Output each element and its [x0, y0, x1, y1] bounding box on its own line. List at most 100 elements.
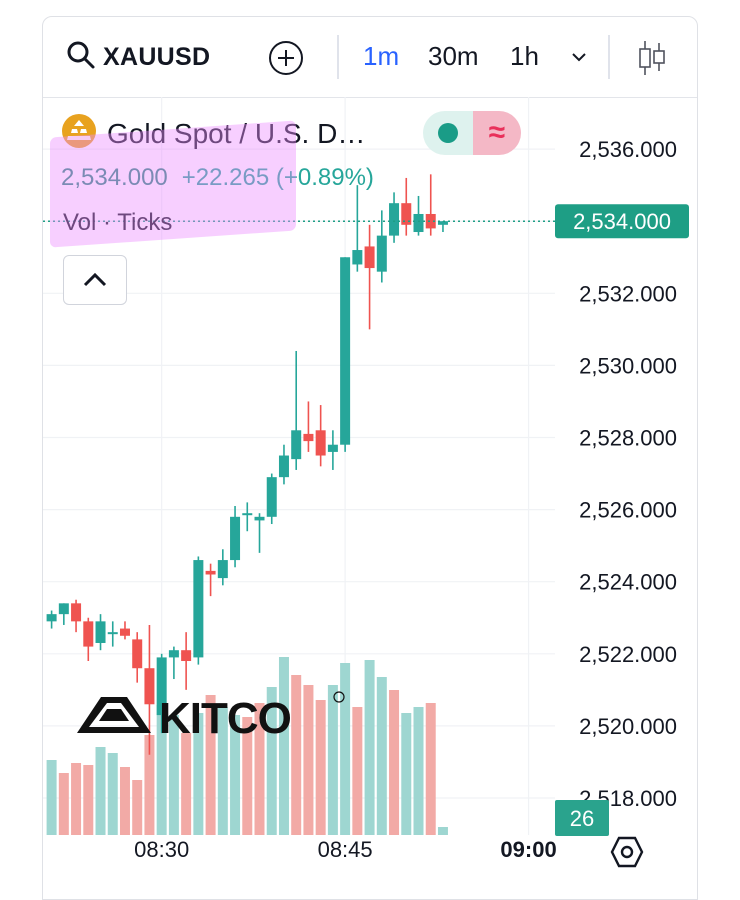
volume-bar: [119, 767, 130, 835]
volume-bar: [437, 827, 448, 835]
volume-bar: [327, 685, 338, 835]
candle-body: [107, 632, 118, 635]
candle-body: [193, 560, 204, 658]
volume-value-tag: [555, 800, 609, 836]
chart-toolbar: XAUUSD 1m 30m 1h: [43, 17, 697, 98]
candle-body: [389, 203, 400, 236]
last-price-tag: [555, 204, 689, 239]
indicator-toggle[interactable]: ≈: [423, 111, 521, 155]
candle-body: [144, 668, 155, 705]
settings-hexagon-icon: [610, 836, 644, 868]
chevron-up-icon: [83, 272, 107, 287]
volume-bar: [401, 713, 412, 835]
candle-body: [291, 430, 302, 460]
candle-body: [58, 603, 69, 615]
candle-body: [119, 628, 130, 636]
price-change-value: +22.265 (+0.89%): [181, 164, 374, 191]
y-axis-tick-label: 2,532.000: [579, 281, 677, 306]
search-icon: [65, 39, 97, 76]
volume-bar: [315, 700, 326, 835]
volume-bar: [352, 707, 363, 835]
last-price-value: 2,534.000: [61, 164, 168, 191]
candle-body: [242, 513, 253, 516]
candle-body: [230, 516, 241, 561]
candle-body: [401, 203, 412, 225]
plus-circle-icon: [269, 41, 303, 75]
y-axis-tick-label: 2,526.000: [579, 498, 677, 523]
volume-bar: [376, 677, 387, 835]
volume-bar: [278, 657, 289, 835]
volume-bar: [217, 707, 228, 835]
candle-body: [205, 570, 216, 575]
timeframe-30m[interactable]: 30m: [428, 41, 479, 71]
volume-bar: [144, 735, 155, 835]
y-axis-tick-label: 2,530.000: [579, 353, 677, 378]
volume-bar: [425, 703, 436, 835]
volume-value-label: 26: [570, 806, 594, 831]
candle-body: [217, 560, 228, 579]
candle-body: [266, 477, 277, 517]
approx-icon: ≈: [473, 111, 521, 155]
symbol-label: XAUUSD: [103, 43, 211, 71]
volume-bar: [58, 773, 69, 835]
candle-body: [315, 430, 326, 456]
toolbar-divider: [337, 35, 339, 79]
dot-icon: [438, 123, 458, 143]
candle-body: [425, 213, 436, 229]
watermark-text: KITCO: [159, 694, 291, 739]
volume-bar: [303, 685, 314, 835]
volume-bar: [364, 660, 375, 835]
toolbar-divider: [608, 35, 610, 79]
volume-bar: [254, 703, 265, 835]
candle-body: [364, 246, 375, 269]
y-axis-tick-label: 2,520.000: [579, 714, 677, 739]
candle-body: [181, 650, 192, 662]
candle-body: [132, 639, 143, 669]
candle-body: [437, 221, 448, 225]
y-axis-tick-label: 2,528.000: [579, 426, 677, 451]
volume-bar: [205, 695, 216, 835]
candle-body: [278, 455, 289, 478]
compare-add-button[interactable]: [268, 40, 304, 76]
last-price-tag-label: 2,534.000: [573, 209, 671, 234]
volume-bar: [389, 690, 400, 835]
instrument-name: Gold Spot / U.S. D…: [107, 117, 366, 149]
volume-bar: [413, 707, 424, 835]
volume-bar: [107, 753, 118, 835]
candle-body: [71, 603, 82, 622]
volume-bar: [71, 763, 82, 835]
volume-bar: [168, 715, 179, 835]
volume-bar: [230, 715, 241, 835]
volume-bar: [83, 765, 94, 835]
price-chart[interactable]: 2,518.0002,520.0002,522.0002,524.0002,52…: [43, 97, 698, 897]
candle-body: [95, 621, 106, 643]
timeframe-dropdown[interactable]: [569, 47, 589, 67]
candle-body: [303, 433, 314, 442]
volume-bar: [340, 663, 351, 835]
chart-settings-button[interactable]: [610, 835, 644, 869]
volume-bar: [266, 687, 277, 835]
chart-widget: XAUUSD 1m 30m 1h 2,518.000 2,520.000 2,522…: [42, 16, 698, 900]
chart-type-button[interactable]: [635, 39, 669, 77]
y-axis-tick-label: 2,536.000: [579, 137, 677, 162]
volume-bar: [291, 675, 302, 835]
x-axis-tick-label: 08:30: [134, 837, 189, 862]
volume-bar: [193, 713, 204, 835]
volume-indicator-label: Vol · Ticks: [63, 209, 173, 236]
timeframe-1h[interactable]: 1h: [510, 41, 539, 71]
timeframe-1m[interactable]: 1m: [363, 41, 400, 71]
volume-bar: [46, 760, 57, 835]
candle-body: [168, 650, 179, 658]
y-axis-tick-label: 2,524.000: [579, 570, 677, 595]
candle-body: [340, 257, 351, 445]
candle-body: [327, 444, 338, 452]
volume-bar: [156, 705, 167, 835]
volume-bar: [181, 733, 192, 835]
symbol-search-button[interactable]: XAUUSD: [65, 39, 210, 76]
candle-body: [83, 621, 94, 647]
volume-bar: [95, 747, 106, 835]
collapse-legend-button[interactable]: [63, 255, 127, 305]
candle-body: [156, 657, 167, 716]
candle-body: [46, 614, 57, 622]
candle-body: [413, 213, 424, 233]
